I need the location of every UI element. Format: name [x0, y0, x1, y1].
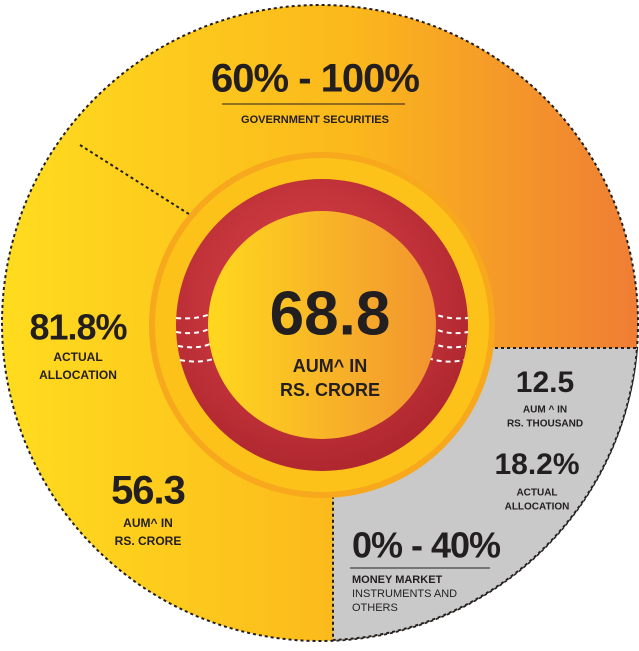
- range: 0% - 40%: [352, 525, 501, 566]
- label: AUM^ IN: [293, 356, 368, 376]
- range: 60% - 100%: [211, 57, 419, 101]
- label: RS. THOUSAND: [507, 419, 583, 430]
- segment-name: GOVERNMENT SECURITIES: [241, 114, 389, 126]
- aum: 12.5: [516, 366, 574, 399]
- ball-center: [208, 211, 436, 439]
- label: AUM ^ IN: [523, 405, 567, 416]
- divider: [79, 144, 193, 217]
- actual-allocation: 81.8%: [29, 307, 127, 348]
- label: ACTUAL: [516, 488, 557, 499]
- label: ALLOCATION: [505, 502, 570, 513]
- label: ACTUAL: [53, 350, 102, 364]
- actual-allocation: 18.2%: [494, 448, 579, 481]
- segment-name: INSTRUMENTS AND: [352, 588, 457, 600]
- center-value: 68.8: [270, 279, 391, 348]
- label: ALLOCATION: [39, 368, 117, 382]
- label: RS. CRORE: [280, 380, 380, 400]
- aum: 56.3: [111, 469, 185, 513]
- segment-name: MONEY MARKET: [352, 574, 443, 586]
- label: AUM^ IN: [123, 516, 173, 530]
- segment-name: OTHERS: [352, 602, 398, 614]
- label: RS. CRORE: [115, 534, 182, 548]
